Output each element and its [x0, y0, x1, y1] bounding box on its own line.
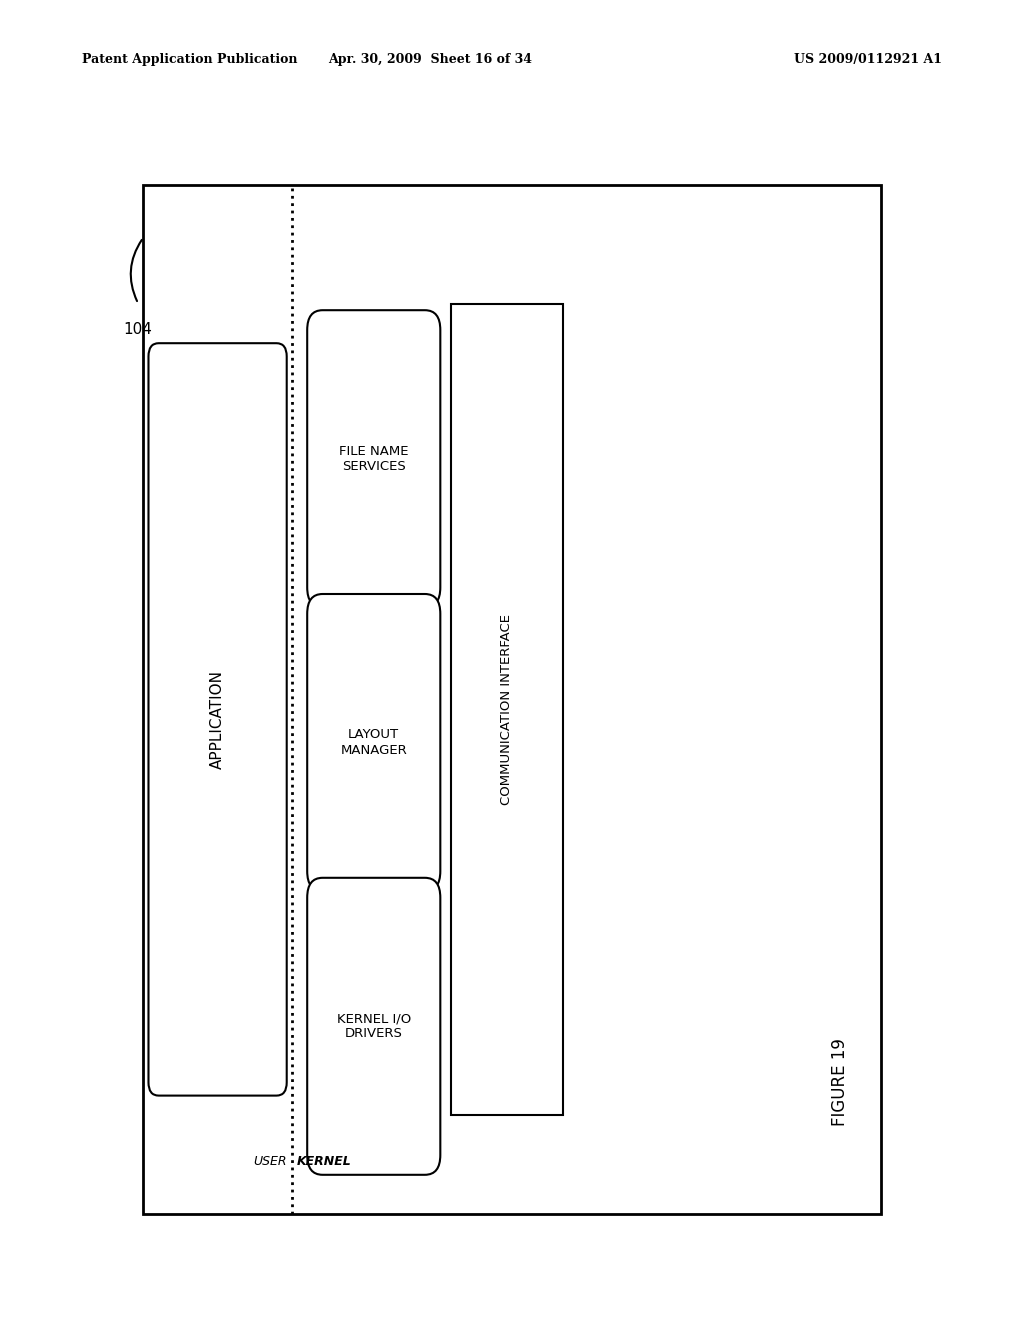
FancyBboxPatch shape [451, 304, 563, 1115]
Text: Patent Application Publication: Patent Application Publication [82, 53, 297, 66]
Text: US 2009/0112921 A1: US 2009/0112921 A1 [794, 53, 942, 66]
Text: USER: USER [253, 1155, 287, 1168]
FancyBboxPatch shape [307, 594, 440, 891]
Text: FILE NAME
SERVICES: FILE NAME SERVICES [339, 445, 409, 473]
FancyBboxPatch shape [307, 878, 440, 1175]
Text: Apr. 30, 2009  Sheet 16 of 34: Apr. 30, 2009 Sheet 16 of 34 [328, 53, 532, 66]
Text: LAYOUT
MANAGER: LAYOUT MANAGER [340, 729, 408, 756]
FancyBboxPatch shape [143, 185, 881, 1214]
Text: FIGURE 19: FIGURE 19 [830, 1039, 849, 1126]
Text: COMMUNICATION INTERFACE: COMMUNICATION INTERFACE [501, 614, 513, 805]
Text: 104: 104 [123, 322, 152, 338]
FancyBboxPatch shape [148, 343, 287, 1096]
Text: KERNEL: KERNEL [297, 1155, 351, 1168]
FancyBboxPatch shape [307, 310, 440, 607]
Text: KERNEL I/O
DRIVERS: KERNEL I/O DRIVERS [337, 1012, 411, 1040]
Text: APPLICATION: APPLICATION [210, 671, 225, 768]
